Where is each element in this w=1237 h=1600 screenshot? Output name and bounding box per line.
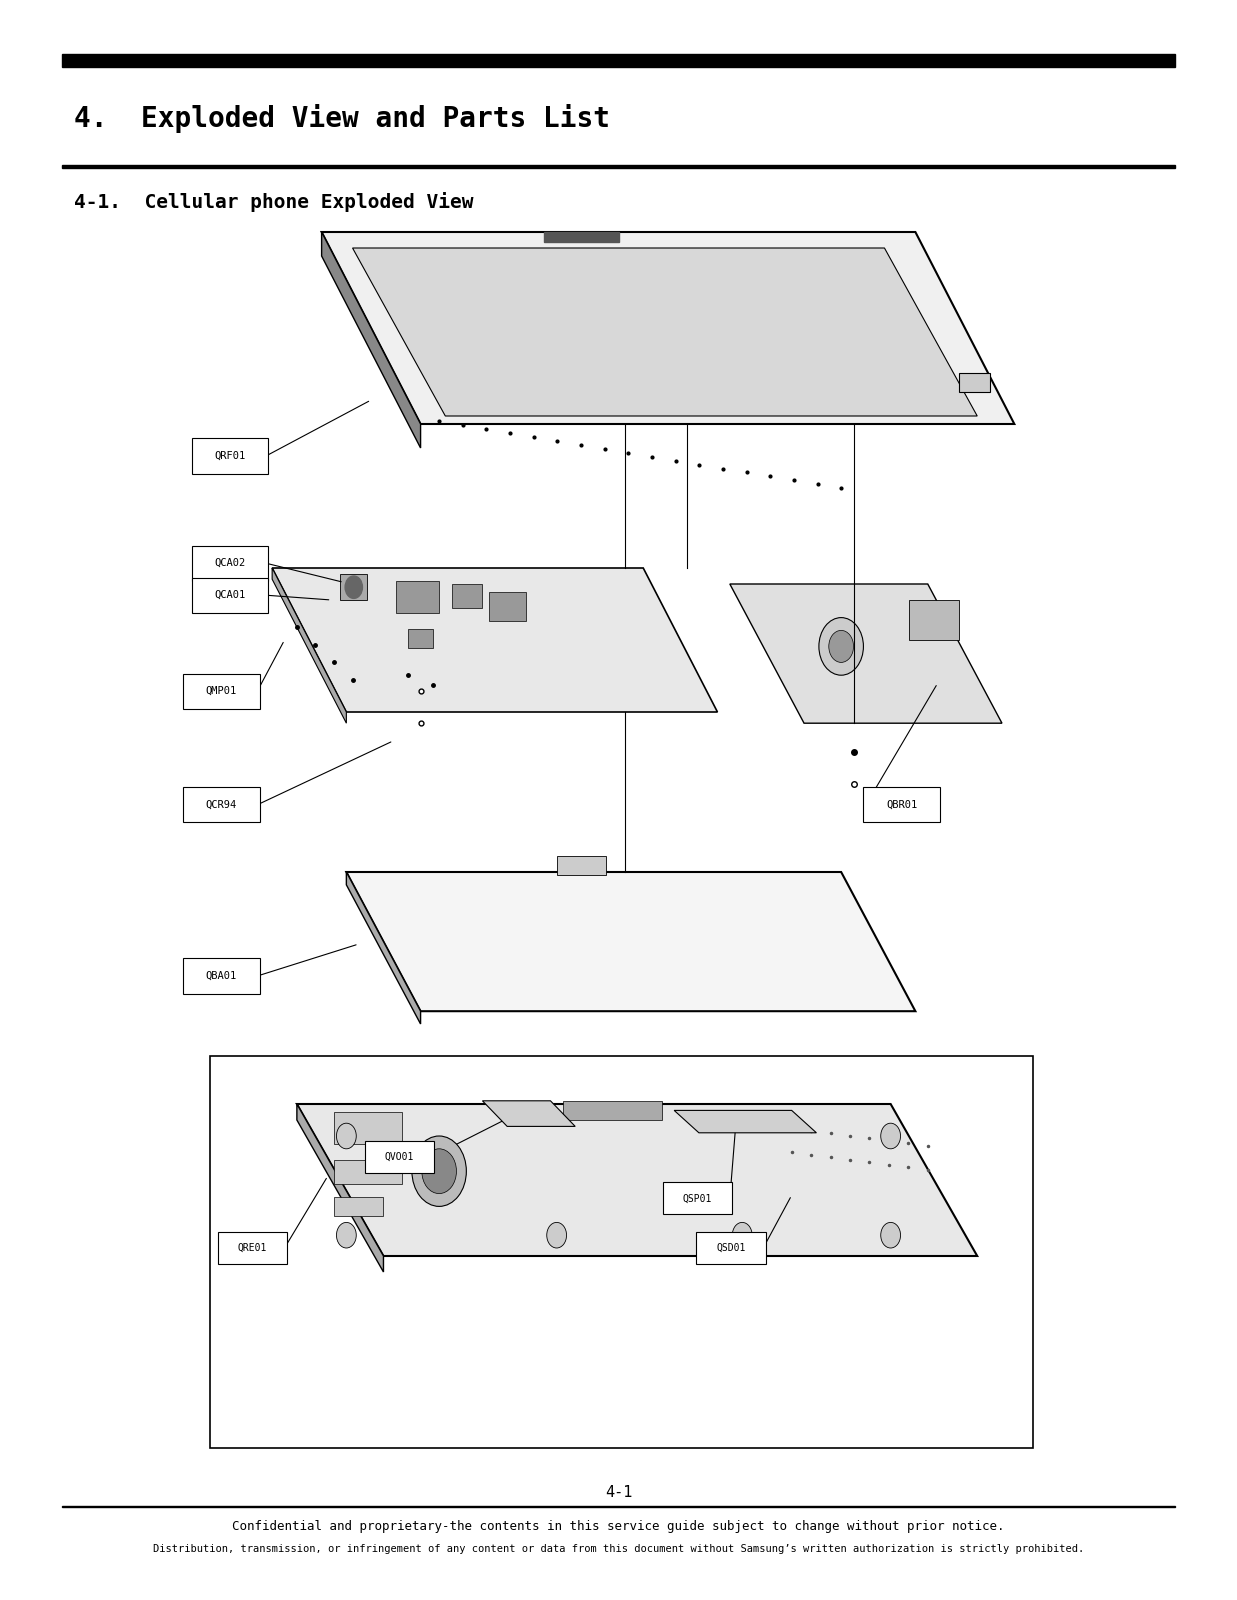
Bar [334,1160,402,1184]
FancyBboxPatch shape [192,578,268,613]
Polygon shape [353,248,977,416]
FancyBboxPatch shape [183,958,260,994]
Bar [334,1197,383,1216]
Text: QBR01: QBR01 [886,800,918,810]
FancyBboxPatch shape [192,546,268,581]
Text: Confidential and proprietary-the contents in this service guide subject to chang: Confidential and proprietary-the content… [233,1520,1004,1533]
Text: QRE01: QRE01 [238,1243,267,1253]
Bar [62,54,1175,67]
Polygon shape [322,232,421,448]
Circle shape [829,630,854,662]
FancyBboxPatch shape [192,438,268,474]
Bar [909,600,959,640]
FancyBboxPatch shape [183,787,260,822]
Polygon shape [674,1110,816,1133]
Text: QMP01: QMP01 [205,686,238,696]
Text: QCA02: QCA02 [214,558,246,568]
Polygon shape [730,584,1002,723]
Bar [557,856,606,875]
FancyBboxPatch shape [863,787,940,822]
FancyBboxPatch shape [696,1232,766,1264]
Circle shape [732,1222,752,1248]
Circle shape [881,1222,901,1248]
Polygon shape [272,568,717,712]
Bar [408,629,433,648]
Bar [62,165,1175,168]
Bar [396,581,439,613]
Circle shape [881,1123,901,1149]
Text: 4-1.  Cellular phone Exploded View: 4-1. Cellular phone Exploded View [74,192,474,211]
Polygon shape [297,1104,383,1272]
Text: QCR94: QCR94 [205,800,238,810]
FancyBboxPatch shape [183,674,260,709]
Circle shape [345,576,362,598]
FancyBboxPatch shape [218,1232,287,1264]
Bar [563,1101,662,1120]
FancyBboxPatch shape [210,1056,1033,1448]
Text: 4-1: 4-1 [605,1485,632,1499]
Polygon shape [482,1101,575,1126]
Polygon shape [959,373,990,392]
Bar [334,1112,402,1144]
Circle shape [336,1222,356,1248]
Text: QSP01: QSP01 [683,1194,713,1203]
Polygon shape [297,1104,977,1256]
Text: QRF01: QRF01 [214,451,246,461]
Bar [544,232,618,242]
Bar [489,592,526,621]
Text: QCA01: QCA01 [214,590,246,600]
Circle shape [336,1123,356,1149]
FancyBboxPatch shape [365,1141,434,1173]
Polygon shape [272,568,346,723]
Circle shape [412,1136,466,1206]
Text: QBA01: QBA01 [205,971,238,981]
Circle shape [819,618,863,675]
Text: 4.  Exploded View and Parts List: 4. Exploded View and Parts List [74,104,610,133]
Circle shape [547,1222,567,1248]
FancyBboxPatch shape [663,1182,732,1214]
Bar [452,584,482,608]
Bar [62,1506,1175,1507]
Polygon shape [346,872,421,1024]
Text: QVO01: QVO01 [385,1152,414,1162]
Bar [340,574,367,600]
Text: Distribution, transmission, or infringement of any content or data from this doc: Distribution, transmission, or infringem… [153,1544,1084,1554]
Polygon shape [346,872,915,1011]
Polygon shape [322,232,1014,424]
Text: QSD01: QSD01 [716,1243,746,1253]
Circle shape [422,1149,456,1194]
